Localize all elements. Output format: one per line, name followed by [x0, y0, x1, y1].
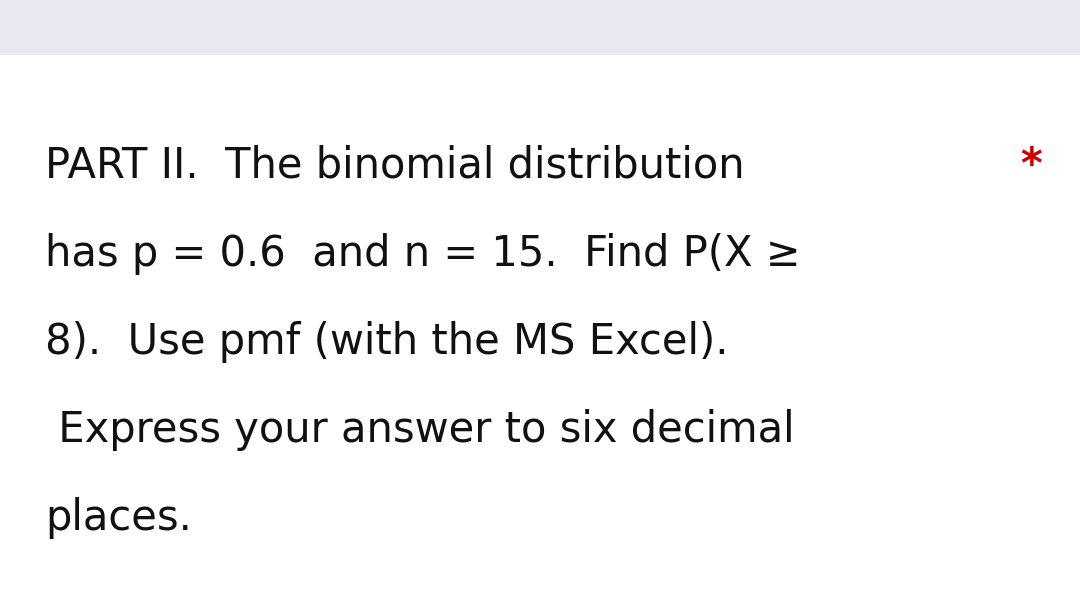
Bar [0, 0, 1080, 55]
Text: has p = 0.6  and n = 15.  Find P(X ≥: has p = 0.6 and n = 15. Find P(X ≥ [45, 233, 800, 275]
Text: 8).  Use pmf (with the MS Excel).: 8). Use pmf (with the MS Excel). [45, 321, 729, 363]
Text: *: * [1020, 145, 1042, 187]
Text: Express your answer to six decimal: Express your answer to six decimal [45, 409, 795, 451]
Text: PART II.  The binomial distribution: PART II. The binomial distribution [45, 145, 744, 187]
Text: places.: places. [45, 497, 192, 539]
